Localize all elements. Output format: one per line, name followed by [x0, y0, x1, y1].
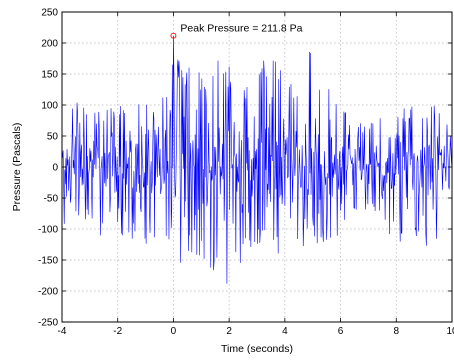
- peak-annotation-label: Peak Pressure = 211.8 Pa: [180, 23, 302, 35]
- y-tick-label: 100: [41, 101, 58, 112]
- x-tick-label: 0: [171, 326, 177, 337]
- tick-labels: -4 -2 0 2 4 6 8 10 250 200 150 100 50 0 -50 -100 -150 -20…: [38, 8, 454, 338]
- y-tick-label: -250: [38, 318, 58, 329]
- x-tick-label: 4: [282, 326, 288, 337]
- peak-annotation: [170, 32, 177, 39]
- tick-marks: [61, 11, 453, 323]
- y-tick-label: 250: [41, 8, 58, 19]
- signal-line: [61, 35, 453, 284]
- y-tick-label: 200: [41, 39, 58, 50]
- y-axis-label: Pressure (Pascals): [11, 123, 23, 212]
- y-tick-label: 50: [47, 132, 59, 143]
- y-tick-label: 150: [41, 70, 58, 81]
- y-tick-label: 0: [52, 163, 58, 174]
- y-tick-label: -200: [38, 287, 58, 298]
- x-tick-label: 8: [394, 326, 400, 337]
- x-tick-label: -4: [58, 326, 67, 337]
- x-tick-label: -2: [113, 326, 122, 337]
- y-tick-label: -50: [44, 194, 59, 205]
- signal-line-group: [61, 35, 453, 284]
- x-tick-label: 2: [226, 326, 232, 337]
- x-axis-label: Time (seconds): [221, 343, 293, 355]
- x-tick-label: 10: [446, 326, 454, 337]
- peak-marker: [170, 32, 177, 39]
- y-tick-label: -150: [38, 256, 58, 267]
- x-tick-label: 6: [338, 326, 344, 337]
- y-tick-label: -100: [38, 225, 58, 236]
